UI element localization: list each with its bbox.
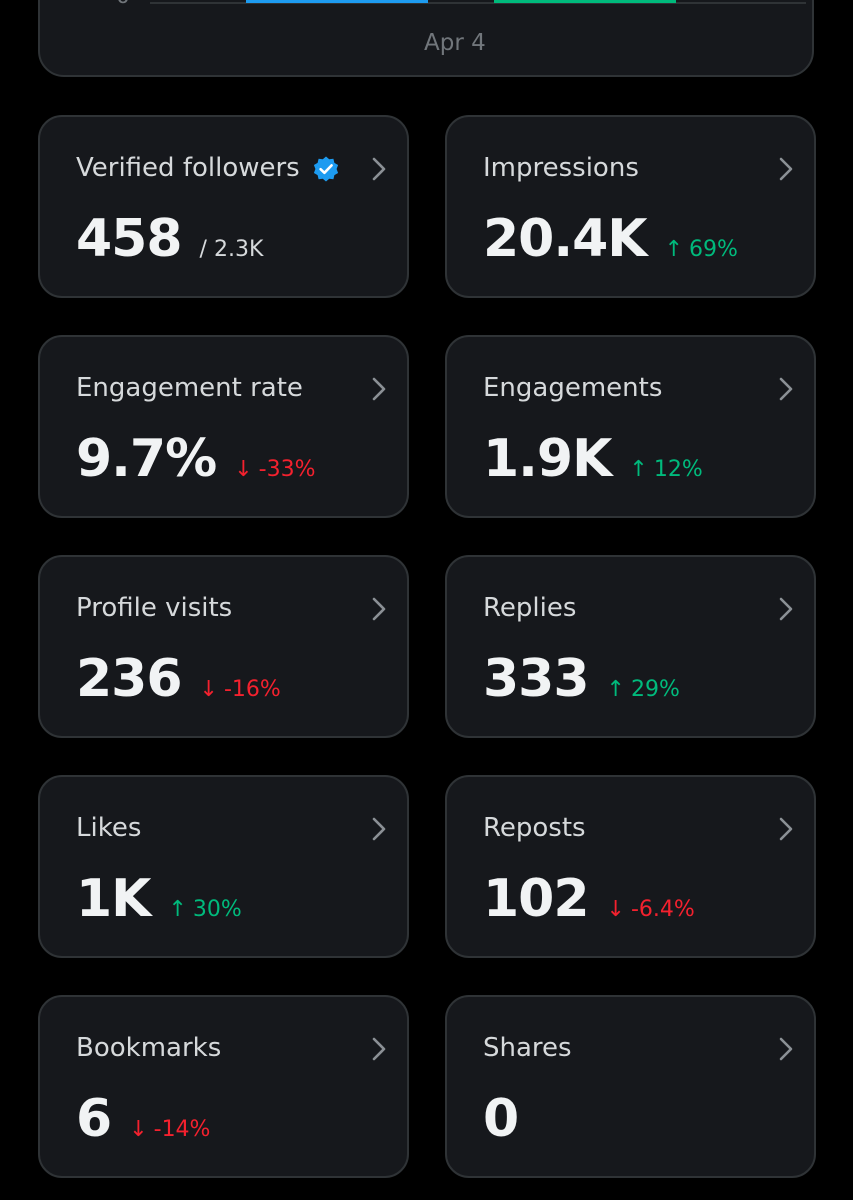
metric-value-row: 1K ↑ 30% — [76, 873, 242, 925]
verified-badge-icon — [312, 155, 340, 183]
metric-title-text: Engagements — [483, 373, 663, 403]
metric-delta-text: 30% — [192, 897, 242, 922]
metric-value-row: 9.7% ↓ -33% — [76, 433, 316, 485]
metric-delta-text: -14% — [153, 1117, 211, 1142]
arrow-down-icon: ↓ — [199, 677, 218, 702]
metric-title: Replies — [483, 593, 576, 624]
metric-delta: ↓ -6.4% — [607, 897, 695, 922]
chevron-right-icon[interactable] — [776, 155, 796, 183]
metric-title: Engagements — [483, 373, 662, 404]
metric-title-text: Reposts — [483, 813, 586, 843]
metric-value-row: 458/ 2.3K — [76, 213, 263, 265]
metric-title: Bookmarks — [76, 1033, 221, 1064]
metric-title-text: Bookmarks — [76, 1033, 222, 1063]
chevron-right-icon[interactable] — [369, 595, 389, 623]
metric-card-profile-visits[interactable]: Profile visits 236 ↓ -16% — [38, 555, 409, 738]
arrow-down-icon: ↓ — [606, 897, 625, 922]
metric-card-engagement-rate[interactable]: Engagement rate 9.7% ↓ -33% — [38, 335, 409, 518]
chevron-right-icon[interactable] — [369, 155, 389, 183]
metric-delta-text: -6.4% — [630, 897, 695, 922]
metric-value: 102 — [483, 869, 590, 929]
metric-delta-text: 29% — [630, 677, 680, 702]
metric-card-likes[interactable]: Likes 1K ↑ 30% — [38, 775, 409, 958]
metric-title-text: Engagement rate — [76, 373, 303, 403]
metric-value: 1.9K — [483, 429, 612, 489]
metric-value: 1K — [76, 869, 151, 929]
metric-title-text: Profile visits — [76, 593, 233, 623]
metric-title-text: Shares — [483, 1033, 572, 1063]
metric-card-shares[interactable]: Shares 0 — [445, 995, 816, 1178]
metric-value: 20.4K — [483, 209, 648, 269]
metric-card-replies[interactable]: Replies 333 ↑ 29% — [445, 555, 816, 738]
metric-title: Impressions — [483, 153, 639, 184]
chart-baseline — [150, 2, 806, 4]
metric-card-bookmarks[interactable]: Bookmarks 6 ↓ -14% — [38, 995, 409, 1178]
chart-x-label: Apr 4 — [424, 30, 486, 56]
metric-value: 6 — [76, 1089, 112, 1149]
metric-value-row: 1.9K ↑ 12% — [483, 433, 703, 485]
metric-delta: ↑ 12% — [629, 457, 702, 482]
metric-total: / 2.3K — [199, 237, 264, 262]
metric-value-row: 236 ↓ -16% — [76, 653, 281, 705]
metric-title: Engagement rate — [76, 373, 303, 404]
metric-card-engagements[interactable]: Engagements 1.9K ↑ 12% — [445, 335, 816, 518]
metric-title: Reposts — [483, 813, 586, 844]
metric-title-text: Likes — [76, 813, 142, 843]
metric-value: 0 — [483, 1089, 519, 1149]
arrow-up-icon: ↑ — [664, 237, 684, 262]
metric-delta-text: -16% — [223, 677, 281, 702]
metric-delta-text: 12% — [653, 457, 703, 482]
metric-title: Verified followers — [76, 153, 340, 184]
arrow-up-icon: ↑ — [629, 457, 648, 482]
metric-delta: ↑ 29% — [607, 677, 680, 702]
metric-delta: ↑ 69% — [665, 237, 738, 262]
metric-value: 9.7% — [76, 429, 217, 489]
metric-value: 236 — [76, 649, 183, 709]
chart-bar-green — [494, 0, 676, 3]
arrow-down-icon: ↓ — [129, 1117, 148, 1142]
metric-value-row: 6 ↓ -14% — [76, 1093, 210, 1145]
arrow-down-icon: ↓ — [234, 457, 253, 482]
metric-title: Likes — [76, 813, 141, 844]
metric-title-text: Replies — [483, 593, 577, 623]
metric-title: Shares — [483, 1033, 572, 1064]
chevron-right-icon[interactable] — [369, 1035, 389, 1063]
metric-card-verified-followers[interactable]: Verified followers 458/ 2.3K — [38, 115, 409, 298]
chevron-right-icon[interactable] — [369, 375, 389, 403]
arrow-up-icon: ↑ — [606, 677, 625, 702]
metric-value-row: 333 ↑ 29% — [483, 653, 680, 705]
chart-bar-blue — [246, 0, 428, 3]
chart-card: 0 Apr 4 — [38, 0, 814, 77]
arrow-up-icon: ↑ — [168, 897, 187, 922]
chevron-right-icon[interactable] — [369, 815, 389, 843]
metric-title: Profile visits — [76, 593, 232, 624]
chevron-right-icon[interactable] — [776, 1035, 796, 1063]
metric-delta: ↓ -14% — [129, 1117, 210, 1142]
metric-value-row: 20.4K ↑ 69% — [483, 213, 738, 265]
metric-delta: ↓ -33% — [234, 457, 315, 482]
metric-delta-text: -33% — [258, 457, 316, 482]
metric-value-row: 102 ↓ -6.4% — [483, 873, 695, 925]
chevron-right-icon[interactable] — [776, 815, 796, 843]
chart-y-zero-label: 0 — [116, 0, 130, 8]
chevron-right-icon[interactable] — [776, 595, 796, 623]
metric-delta: ↑ 30% — [168, 897, 241, 922]
chevron-right-icon[interactable] — [776, 375, 796, 403]
metric-delta-text: 69% — [689, 237, 738, 262]
metric-card-impressions[interactable]: Impressions 20.4K ↑ 69% — [445, 115, 816, 298]
metric-card-reposts[interactable]: Reposts 102 ↓ -6.4% — [445, 775, 816, 958]
metric-delta: ↓ -16% — [200, 677, 281, 702]
metric-value: 458 — [76, 209, 183, 269]
metric-title-text: Verified followers — [76, 153, 300, 183]
metric-value: 333 — [483, 649, 590, 709]
metric-value-row: 0 — [483, 1089, 519, 1149]
metric-title-text: Impressions — [483, 153, 639, 183]
